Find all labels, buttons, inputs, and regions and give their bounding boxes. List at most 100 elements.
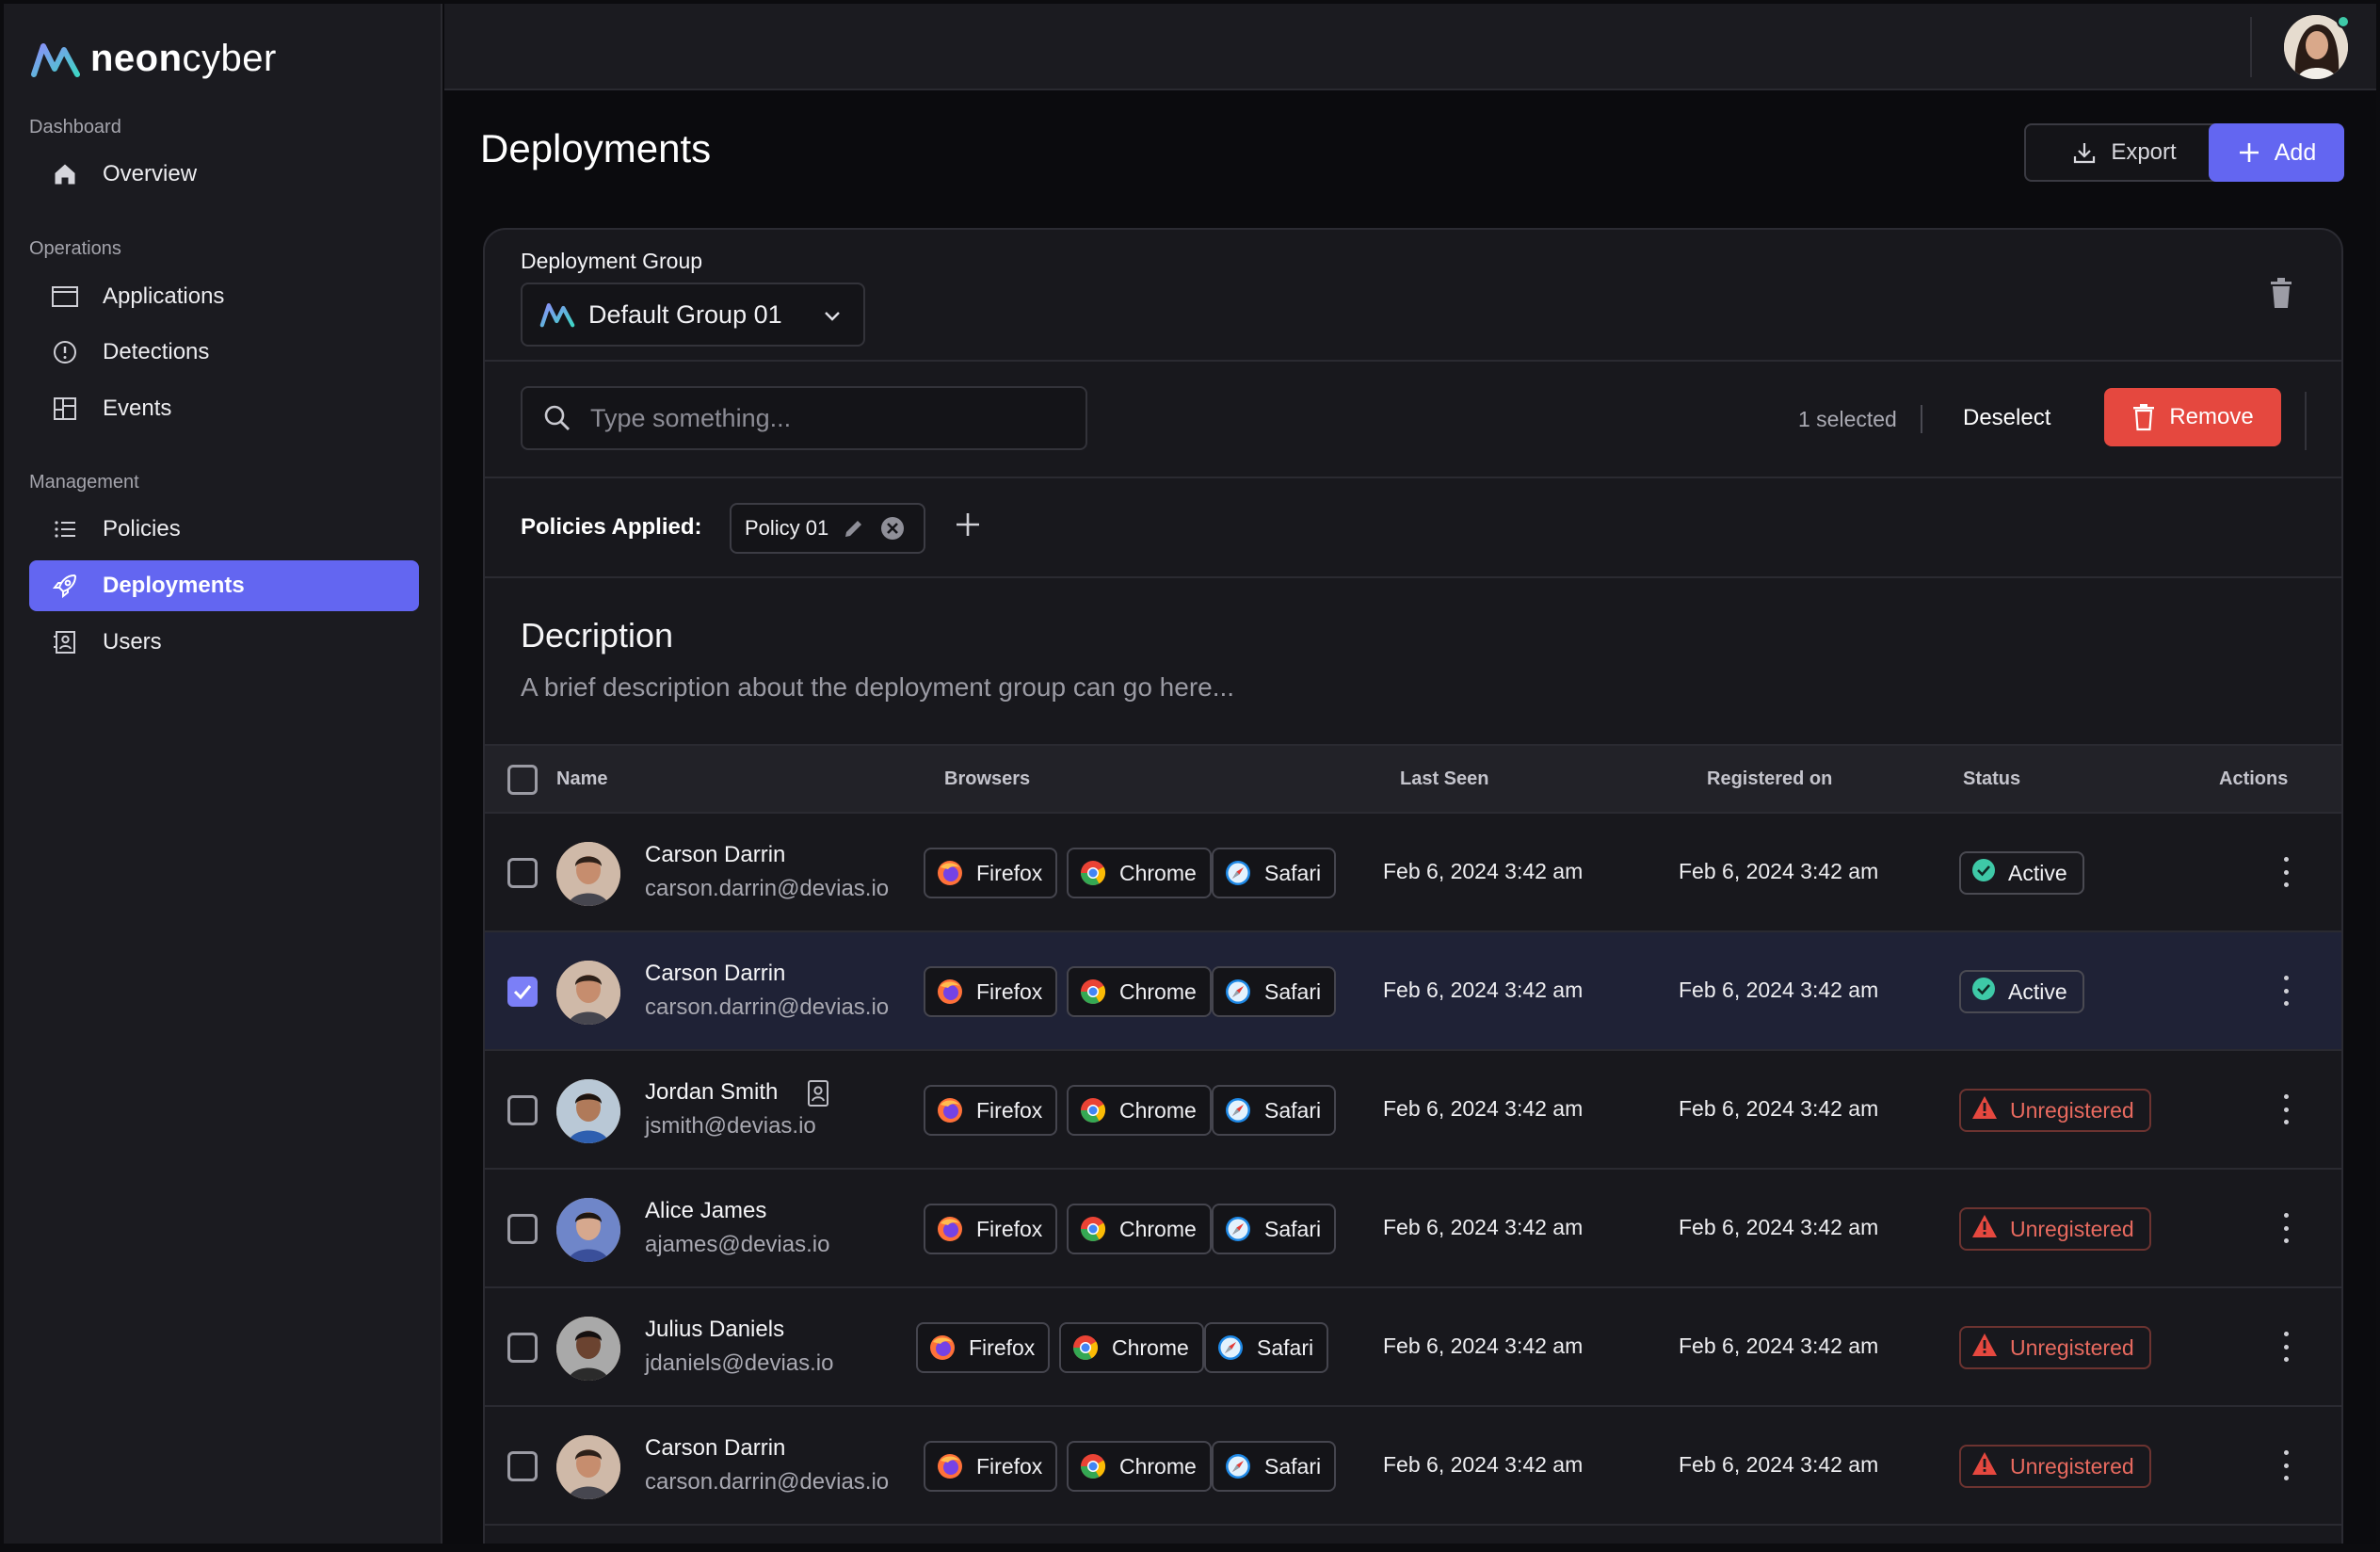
- user-name: Alice James: [645, 1198, 767, 1223]
- browser-chip-safari: Safari: [1212, 966, 1337, 1017]
- sidebar-item-applications[interactable]: Applications: [29, 271, 419, 322]
- trash-icon[interactable]: [2268, 277, 2294, 309]
- sidebar-item-deployments[interactable]: Deployments: [29, 560, 419, 611]
- registered-date: Feb 6, 2024 3:42 am: [1679, 1334, 1879, 1358]
- browser-chip-chrome: Chrome: [1059, 1322, 1204, 1373]
- pencil-icon[interactable]: [842, 516, 866, 541]
- browser-label: Safari: [1264, 978, 1322, 1004]
- registered-date: Feb 6, 2024 3:42 am: [1679, 1215, 1879, 1239]
- browser-chip-chrome: Chrome: [1067, 1204, 1212, 1254]
- export-button[interactable]: Export: [2024, 123, 2224, 182]
- more-actions-icon[interactable]: [2283, 1094, 2289, 1124]
- firefox-icon: [938, 1454, 962, 1479]
- contact-icon: [50, 627, 80, 657]
- row-checkbox[interactable]: [507, 1333, 538, 1363]
- browser-label: Firefox: [976, 1453, 1043, 1479]
- registered-date: Feb 6, 2024 3:42 am: [1679, 859, 1879, 883]
- table-row[interactable]: Carson Darrin carson.darrin@devias.io Fi…: [485, 814, 2341, 932]
- select-all-checkbox[interactable]: [507, 765, 538, 795]
- browser-label: Chrome: [1119, 1097, 1197, 1123]
- browser-chip-firefox: Firefox: [924, 848, 1058, 898]
- add-button[interactable]: Add: [2209, 123, 2344, 182]
- warning-icon: [1970, 1450, 1999, 1482]
- more-actions-icon[interactable]: [2283, 857, 2289, 887]
- status-badge: Active: [1959, 851, 2084, 895]
- status-text: Active: [2008, 978, 2067, 1004]
- column-header-last-seen[interactable]: Last Seen: [1400, 768, 1489, 789]
- browser-chip-firefox: Firefox: [924, 1204, 1058, 1254]
- sidebar-item-detections[interactable]: Detections: [29, 327, 419, 378]
- table-row[interactable]: Carson Darrin carson.darrin@devias.io Fi…: [485, 932, 2341, 1051]
- column-header-registered[interactable]: Registered on: [1707, 768, 1833, 789]
- row-checkbox[interactable]: [507, 858, 538, 888]
- search-input[interactable]: Type something...: [521, 386, 1087, 450]
- last-seen-date: Feb 6, 2024 3:42 am: [1383, 1452, 1584, 1477]
- registered-date: Feb 6, 2024 3:42 am: [1679, 1452, 1879, 1477]
- browser-label: Chrome: [1119, 860, 1197, 885]
- status-text: Unregistered: [2010, 1097, 2134, 1123]
- search-icon: [544, 405, 570, 430]
- page-title: Deployments: [480, 126, 712, 170]
- safari-icon: [1226, 1454, 1250, 1479]
- more-actions-icon[interactable]: [2283, 1213, 2289, 1243]
- browser-chip-safari: Safari: [1212, 1204, 1337, 1254]
- browser-label: Safari: [1264, 1216, 1322, 1241]
- column-header-browsers[interactable]: Browsers: [944, 768, 1031, 789]
- remove-button[interactable]: Remove: [2104, 388, 2281, 446]
- firefox-icon: [938, 979, 962, 1004]
- close-circle-icon[interactable]: [879, 515, 906, 542]
- status-badge: Unregistered: [1959, 1326, 2151, 1369]
- row-checkbox[interactable]: [507, 977, 538, 1007]
- browser-chip-chrome: Chrome: [1067, 1085, 1212, 1136]
- registered-date: Feb 6, 2024 3:42 am: [1679, 978, 1879, 1002]
- more-actions-icon[interactable]: [2283, 976, 2289, 1006]
- brand-logo[interactable]: neoncyber: [30, 38, 277, 80]
- user-name: Julius Daniels: [645, 1317, 785, 1342]
- more-actions-icon[interactable]: [2283, 1332, 2289, 1362]
- table-row[interactable]: Julius Daniels jdaniels@devias.io Firefo…: [485, 1288, 2341, 1407]
- table-row[interactable]: Carson Darrin carson.darrin@devias.io Fi…: [485, 1407, 2341, 1526]
- user-avatar[interactable]: [2284, 15, 2348, 79]
- user-name: Carson Darrin: [645, 1435, 786, 1461]
- browser-label: Firefox: [976, 1216, 1043, 1241]
- deselect-button[interactable]: Deselect: [1963, 405, 2051, 430]
- row-checkbox[interactable]: [507, 1451, 538, 1481]
- deployment-group-select[interactable]: Default Group 01: [521, 283, 865, 347]
- policy-chip[interactable]: Policy 01: [730, 503, 925, 554]
- sidebar-item-overview[interactable]: Overview: [29, 149, 419, 200]
- warning-icon: [1970, 1213, 1999, 1245]
- avatar: [556, 1079, 620, 1143]
- online-status-dot: [2337, 15, 2350, 28]
- safari-icon: [1218, 1335, 1243, 1360]
- status-badge: Active: [1959, 970, 2084, 1013]
- sidebar-item-label: Users: [103, 629, 162, 655]
- user-email: carson.darrin@devias.io: [645, 876, 890, 901]
- firefox-icon: [938, 1098, 962, 1123]
- nav-section-dashboard: Dashboard: [29, 117, 121, 137]
- row-checkbox[interactable]: [507, 1095, 538, 1125]
- chrome-icon: [1080, 1098, 1106, 1124]
- column-header-name[interactable]: Name: [556, 768, 608, 789]
- status-text: Unregistered: [2010, 1216, 2134, 1241]
- policy-chip-label: Policy 01: [745, 516, 829, 540]
- browser-label: Safari: [1257, 1334, 1314, 1360]
- more-actions-icon[interactable]: [2283, 1450, 2289, 1480]
- chrome-icon: [1080, 861, 1106, 886]
- sidebar-item-users[interactable]: Users: [29, 617, 419, 668]
- sidebar-item-events[interactable]: Events: [29, 383, 419, 434]
- browser-chip-firefox: Firefox: [924, 1441, 1058, 1492]
- divider: [485, 477, 2341, 478]
- add-policy-icon[interactable]: [952, 509, 984, 541]
- status-text: Unregistered: [2010, 1453, 2134, 1479]
- divider: [2305, 392, 2307, 450]
- registered-date: Feb 6, 2024 3:42 am: [1679, 1096, 1879, 1121]
- row-checkbox[interactable]: [507, 1214, 538, 1244]
- last-seen-date: Feb 6, 2024 3:42 am: [1383, 859, 1584, 883]
- browser-label: Chrome: [1119, 1453, 1197, 1479]
- table-row[interactable]: Jordan Smith jsmith@devias.io Firefox Ch…: [485, 1051, 2341, 1170]
- sidebar-item-policies[interactable]: Policies: [29, 504, 419, 555]
- user-email: carson.darrin@devias.io: [645, 994, 890, 1020]
- column-header-status[interactable]: Status: [1963, 768, 2021, 789]
- firefox-icon: [938, 861, 962, 885]
- table-row[interactable]: Alice James ajames@devias.io Firefox Chr…: [485, 1170, 2341, 1288]
